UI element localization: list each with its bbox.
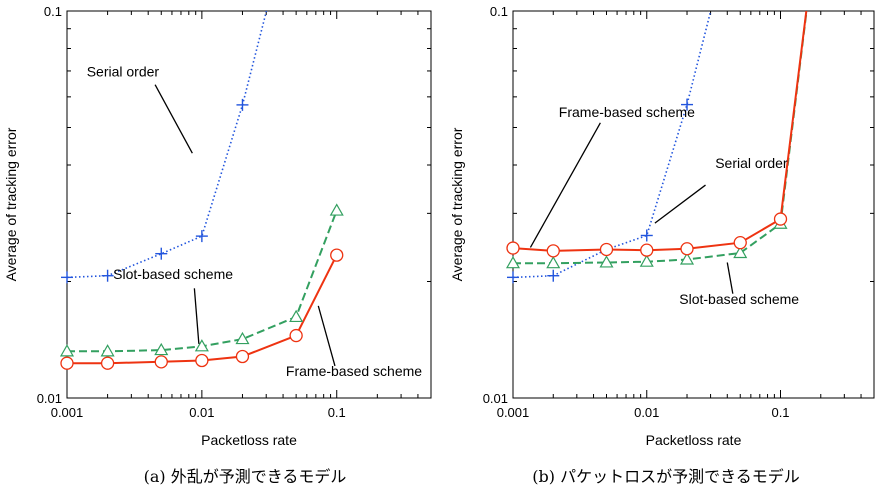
x-tick-label: 0.1 (771, 405, 789, 420)
data-point-frame (733, 236, 747, 250)
x-tick-label: 0.001 (51, 405, 84, 420)
y-tick-label: 0.1 (44, 4, 62, 19)
data-point-slot (329, 203, 344, 216)
x-tick-label: 0.01 (189, 405, 214, 420)
annotation-label: Slot-based scheme (679, 291, 799, 307)
panel-caption: (b) パケットロスが予測できるモデル (532, 467, 800, 486)
x-axis-label: Packetloss rate (201, 432, 297, 448)
data-point-slot (599, 255, 614, 268)
annotation-label: Serial order (715, 155, 788, 171)
annotation-leader (529, 122, 601, 248)
data-area (513, 11, 808, 279)
data-point-serial (681, 98, 694, 111)
data-point-frame (60, 356, 74, 370)
data-point-slot (679, 252, 695, 265)
data-point-serial (640, 229, 653, 242)
data-point-serial (101, 269, 114, 282)
annotation-leader (193, 288, 200, 344)
x-tick-label: 0.01 (634, 405, 659, 420)
annotation-leader (154, 84, 193, 154)
annotation-leader (726, 262, 734, 294)
y-tick-label: 0.01 (483, 391, 508, 406)
data-point-slot (194, 339, 209, 352)
x-tick-label: 0.1 (328, 405, 346, 420)
y-axis-label: Average of tracking error (3, 127, 19, 281)
data-point-serial (61, 271, 73, 284)
data-point-serial (155, 247, 168, 260)
y-axis-label: Average of tracking error (449, 127, 465, 281)
data-point-slot (639, 254, 654, 267)
data-point-frame (680, 242, 694, 256)
series-line-serial (513, 11, 712, 279)
data-point-slot (733, 245, 748, 259)
data-point-frame (235, 349, 250, 364)
data-point-frame (640, 243, 654, 257)
data-point-frame (330, 248, 344, 262)
series-line-serial (67, 11, 268, 279)
plot-frame (66, 10, 432, 399)
data-point-slot (546, 255, 561, 269)
data-point-frame (195, 353, 209, 368)
annotation-label: Frame-based scheme (286, 363, 422, 379)
data-point-frame (506, 241, 520, 255)
annotation-label: Slot-based scheme (113, 266, 233, 282)
y-tick-label: 0.1 (490, 4, 508, 19)
annotation-label: Serial order (87, 63, 160, 79)
annotation-label: Frame-based scheme (559, 104, 695, 120)
data-point-serial (507, 271, 519, 284)
plot-frame (512, 10, 875, 399)
data-point-slot (289, 309, 304, 323)
annotation-leader (654, 184, 706, 224)
x-tick-label: 0.001 (497, 405, 530, 420)
data-point-frame (289, 328, 303, 343)
data-point-frame (100, 356, 115, 370)
data-point-slot (59, 344, 75, 357)
data-point-serial (236, 98, 249, 111)
panel-caption: (a) 外乱が予測できるモデル (144, 467, 347, 486)
data-point-frame (599, 242, 614, 257)
data-point-slot (100, 344, 115, 357)
y-tick-label: 0.01 (37, 391, 62, 406)
data-point-slot (505, 255, 521, 269)
data-point-frame (773, 212, 788, 226)
series-line-slot (513, 11, 808, 265)
data-area (67, 11, 338, 365)
data-point-frame (154, 355, 168, 369)
data-point-slot (154, 342, 169, 356)
series-line-frame (513, 11, 808, 252)
data-point-serial (195, 230, 208, 243)
data-point-frame (546, 244, 560, 258)
data-point-serial (547, 269, 560, 282)
x-axis-label: Packetloss rate (646, 432, 742, 448)
annotation-leader (317, 305, 336, 367)
data-point-slot (235, 331, 250, 345)
